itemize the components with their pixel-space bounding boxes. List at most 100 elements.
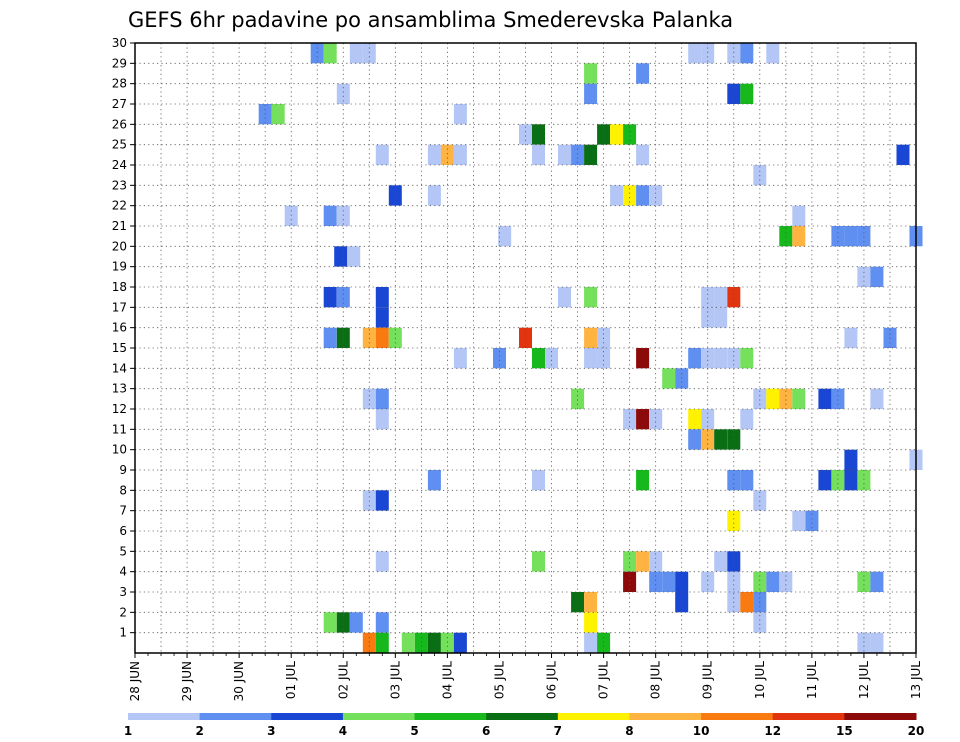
ensemble-cell bbox=[401, 632, 415, 653]
colorbar-segment bbox=[486, 713, 559, 720]
ensemble-cells bbox=[258, 43, 923, 653]
ensemble-cell bbox=[453, 104, 467, 125]
colorbar-segment bbox=[414, 713, 487, 720]
y-tick-label: 18 bbox=[112, 280, 127, 294]
colorbar-label: 10 bbox=[693, 724, 710, 738]
ensemble-cell bbox=[636, 409, 650, 430]
ensemble-cell bbox=[792, 388, 806, 409]
ensemble-cell bbox=[558, 287, 571, 308]
ensemble-cell bbox=[284, 205, 298, 226]
x-tick-label: 08 JUL bbox=[649, 661, 663, 699]
ensemble-cell bbox=[766, 388, 780, 409]
ensemble-cell bbox=[623, 124, 637, 145]
y-tick-label: 27 bbox=[112, 97, 127, 111]
y-tick-label: 24 bbox=[112, 158, 127, 172]
ensemble-cell bbox=[362, 632, 376, 653]
ensemble-cell bbox=[453, 144, 467, 165]
ensemble-cell bbox=[323, 327, 337, 348]
y-tick-label: 17 bbox=[112, 300, 127, 314]
ensemble-cell bbox=[701, 409, 715, 430]
ensemble-cell bbox=[896, 144, 910, 165]
ensemble-cell bbox=[714, 307, 728, 328]
y-tick-label: 9 bbox=[119, 463, 127, 477]
ensemble-cell bbox=[440, 144, 454, 165]
ensemble-cell bbox=[571, 388, 585, 409]
ensemble-cell bbox=[727, 470, 741, 491]
ensemble-cell bbox=[740, 592, 754, 613]
colorbar-segment bbox=[844, 713, 917, 720]
ensemble-cell bbox=[362, 388, 376, 409]
ensemble-cell bbox=[636, 551, 650, 572]
y-tick-label: 12 bbox=[112, 402, 127, 416]
ensemble-cell bbox=[623, 409, 637, 430]
ensemble-cell bbox=[453, 632, 467, 653]
ensemble-cell bbox=[870, 571, 884, 592]
y-tick-label: 14 bbox=[112, 361, 127, 375]
y-tick-label: 29 bbox=[112, 56, 127, 70]
x-tick-label: 10 JUL bbox=[753, 661, 767, 699]
ensemble-cell bbox=[584, 63, 598, 84]
ensemble-cell bbox=[636, 144, 650, 165]
ensemble-cell bbox=[375, 490, 389, 511]
ensemble-cell bbox=[388, 185, 402, 206]
ensemble-cell bbox=[323, 612, 337, 633]
ensemble-cell bbox=[584, 144, 598, 165]
ensemble-cell bbox=[336, 612, 350, 633]
ensemble-cell bbox=[844, 470, 858, 491]
ensemble-cell bbox=[753, 571, 767, 592]
x-tick-label: 28 JUN bbox=[128, 661, 142, 701]
ensemble-cell bbox=[584, 327, 598, 348]
ensemble-cell bbox=[349, 612, 363, 633]
ensemble-cell bbox=[323, 43, 337, 64]
ensemble-cell bbox=[727, 510, 741, 531]
ensemble-cell bbox=[623, 571, 637, 592]
ensemble-cell bbox=[740, 43, 754, 64]
ensemble-cell bbox=[792, 226, 806, 247]
ensemble-cell bbox=[844, 226, 858, 247]
ensemble-cell bbox=[584, 287, 598, 308]
ensemble-cell bbox=[336, 287, 350, 308]
ensemble-cell bbox=[532, 470, 545, 491]
y-tick-label: 3 bbox=[119, 585, 127, 599]
x-tick-label: 02 JUL bbox=[336, 661, 350, 699]
ensemble-cell bbox=[427, 144, 441, 165]
y-tick-label: 26 bbox=[112, 117, 127, 131]
y-tick-label: 7 bbox=[119, 504, 127, 518]
y-tick-label: 23 bbox=[112, 178, 127, 192]
ensemble-cell bbox=[714, 348, 728, 369]
y-tick-label: 10 bbox=[112, 443, 127, 457]
y-axis-ticks: 1234567891011121314151617181920212223242… bbox=[112, 36, 135, 640]
colorbar-segment bbox=[701, 713, 774, 720]
x-tick-label: 13 JUL bbox=[909, 661, 923, 699]
ensemble-cell bbox=[688, 409, 702, 430]
colorbar-label: 7 bbox=[554, 724, 562, 738]
ensemble-cell bbox=[362, 490, 376, 511]
ensemble-cell bbox=[545, 348, 558, 369]
ensemble-cell bbox=[727, 287, 741, 308]
ensemble-cell bbox=[844, 327, 858, 348]
ensemble-cell bbox=[740, 348, 754, 369]
ensemble-cell bbox=[753, 490, 767, 511]
y-tick-label: 19 bbox=[112, 260, 127, 274]
ensemble-cell bbox=[792, 205, 806, 226]
y-tick-label: 6 bbox=[119, 524, 127, 538]
ensemble-cell bbox=[701, 348, 715, 369]
colorbar-segment bbox=[342, 713, 416, 720]
ensemble-cell bbox=[818, 470, 832, 491]
grid-lines bbox=[135, 43, 916, 653]
ensemble-cell bbox=[636, 470, 650, 491]
ensemble-cell bbox=[584, 348, 598, 369]
y-tick-label: 5 bbox=[119, 544, 127, 558]
ensemble-cell bbox=[414, 632, 428, 653]
y-tick-label: 20 bbox=[112, 239, 127, 253]
colorbar-label: 5 bbox=[410, 724, 418, 738]
y-tick-label: 21 bbox=[112, 219, 127, 233]
ensemble-cell bbox=[636, 185, 650, 206]
ensemble-cell bbox=[766, 43, 780, 64]
ensemble-cell bbox=[336, 205, 350, 226]
ensemble-cell bbox=[701, 287, 715, 308]
ensemble-cell bbox=[498, 226, 512, 247]
ensemble-cell bbox=[831, 226, 845, 247]
ensemble-cell bbox=[597, 632, 611, 653]
ensemble-cell bbox=[427, 470, 441, 491]
